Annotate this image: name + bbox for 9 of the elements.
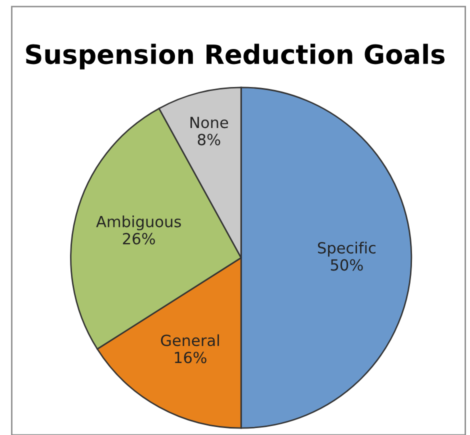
chart-title: Suspension Reduction Goals	[26, 44, 445, 70]
slice-label: General	[160, 334, 219, 346]
data-label: 16%	[174, 352, 206, 364]
data-label: 8%	[198, 134, 220, 146]
slice-label: None	[190, 116, 228, 128]
data-label: 26%	[122, 232, 155, 244]
slice-label: Specific	[318, 242, 376, 257]
data-label: 50%	[330, 259, 363, 271]
slice-label: Ambiguous	[96, 216, 181, 230]
